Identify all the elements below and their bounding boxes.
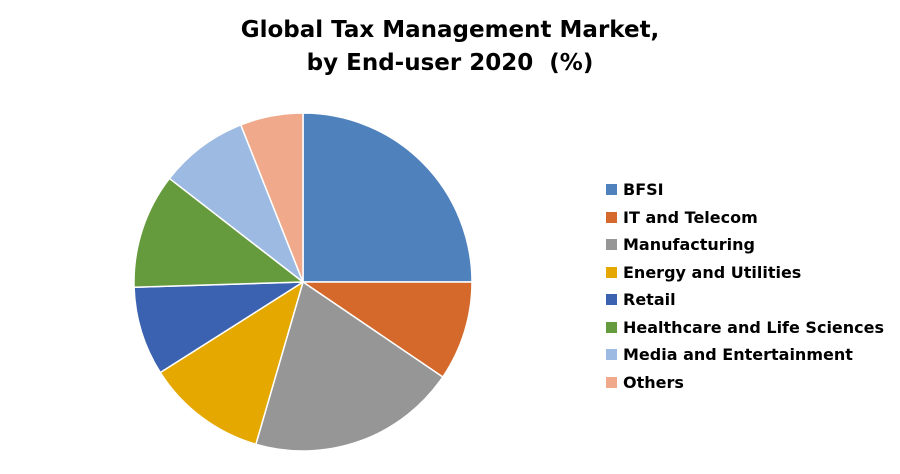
legend-label-others: Others: [623, 372, 684, 392]
pie-slices: [133, 112, 473, 452]
legend-swatch-energy-and-utilities: [606, 266, 617, 278]
legend-item-others: Others: [606, 369, 884, 397]
pie-slice-others: [240, 112, 304, 283]
legend-item-healthcare-and-life-sciences: Healthcare and Life Sciences: [606, 314, 884, 342]
legend-swatch-it-and-telecom: [606, 211, 617, 223]
legend-swatch-bfsi: [606, 184, 617, 196]
pie-slice-retail: [133, 281, 304, 374]
legend-swatch-healthcare-and-life-sciences: [606, 321, 617, 333]
pie-slice-healthcare-and-life-sciences: [133, 177, 304, 289]
chart-title-line-1: Global Tax Management Market,: [240, 17, 660, 43]
legend-item-bfsi: BFSI: [606, 176, 884, 204]
pie-slice-media-and-entertainment: [168, 124, 304, 283]
legend-label-healthcare-and-life-sciences: Healthcare and Life Sciences: [623, 317, 885, 337]
legend-item-energy-and-utilities: Energy and Utilities: [606, 259, 884, 287]
chart-title: Global Tax Management Market, by End-use…: [0, 14, 900, 80]
legend-swatch-others: [606, 376, 617, 388]
pie-slice-energy-and-utilities: [159, 281, 304, 446]
legend-swatch-manufacturing: [606, 239, 617, 251]
chart-title-line-2: by End-user 2020 (%): [306, 50, 594, 76]
legend-swatch-media-and-entertainment: [606, 349, 617, 361]
legend-item-retail: Retail: [606, 286, 884, 314]
legend-label-it-and-telecom: IT and Telecom: [623, 207, 758, 227]
legend-item-it-and-telecom: IT and Telecom: [606, 204, 884, 232]
legend-swatch-retail: [606, 294, 617, 306]
legend-label-energy-and-utilities: Energy and Utilities: [623, 262, 802, 282]
pie-slice-it-and-telecom: [302, 281, 473, 378]
legend-item-media-and-entertainment: Media and Entertainment: [606, 341, 884, 369]
legend-label-manufacturing: Manufacturing: [623, 235, 755, 255]
legend: BFSI IT and Telecom Manufacturing Energy an…: [606, 176, 884, 396]
legend-label-media-and-entertainment: Media and Entertainment: [623, 345, 853, 365]
legend-label-retail: Retail: [623, 290, 676, 310]
pie-slice-bfsi: [302, 112, 473, 283]
pie-slice-manufacturing: [255, 281, 444, 452]
legend-label-bfsi: BFSI: [623, 180, 664, 200]
legend-item-manufacturing: Manufacturing: [606, 231, 884, 259]
